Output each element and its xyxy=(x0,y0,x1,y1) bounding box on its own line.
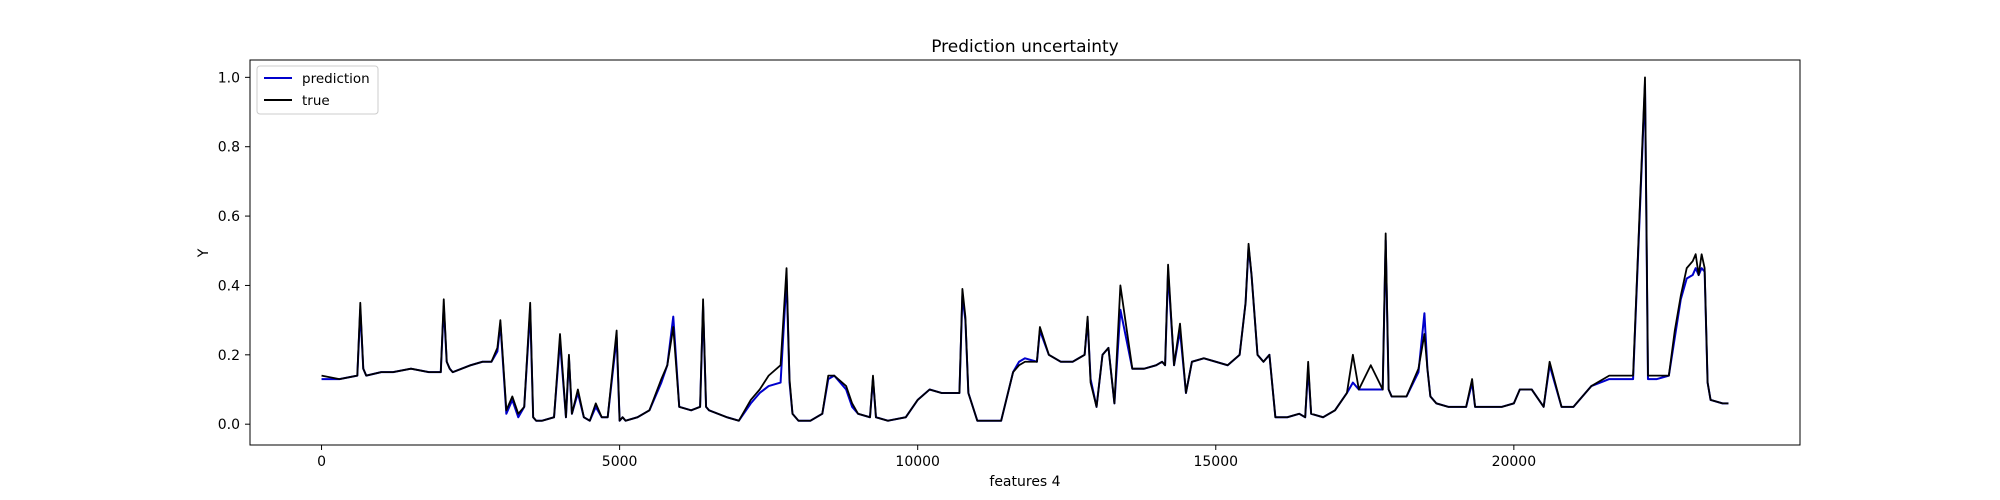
x-tick-label: 15000 xyxy=(1193,454,1238,470)
series-line-true xyxy=(321,76,1729,422)
y-axis: 0.0 0.2 0.4 0.6 0.8 1.0 xyxy=(218,70,250,433)
y-tick-label: 0.2 xyxy=(218,348,240,364)
y-tick-label: 0.4 xyxy=(218,278,240,294)
legend-label-prediction: prediction xyxy=(302,71,370,87)
x-tick-label: 10000 xyxy=(895,454,940,470)
legend: prediction true xyxy=(256,65,379,115)
y-axis-label: Y xyxy=(196,248,212,258)
x-tick-label: 0 xyxy=(317,454,326,470)
x-tick-label: 20000 xyxy=(1492,454,1537,470)
plot-frame xyxy=(249,59,1801,446)
chart-title: Prediction uncertainty xyxy=(931,37,1119,57)
x-tick-label: 5000 xyxy=(602,454,638,470)
legend-label-true: true xyxy=(302,93,330,109)
y-tick-label: 1.0 xyxy=(218,70,240,86)
x-axis: 0 5000 10000 15000 20000 xyxy=(317,445,1536,470)
y-tick-label: 0.6 xyxy=(218,209,240,225)
plot-area xyxy=(249,59,1801,446)
y-tick-label: 0.0 xyxy=(218,417,240,433)
x-axis-label: features 4 xyxy=(989,474,1060,490)
y-tick-label: 0.8 xyxy=(218,140,240,156)
series-lines xyxy=(321,76,1729,422)
